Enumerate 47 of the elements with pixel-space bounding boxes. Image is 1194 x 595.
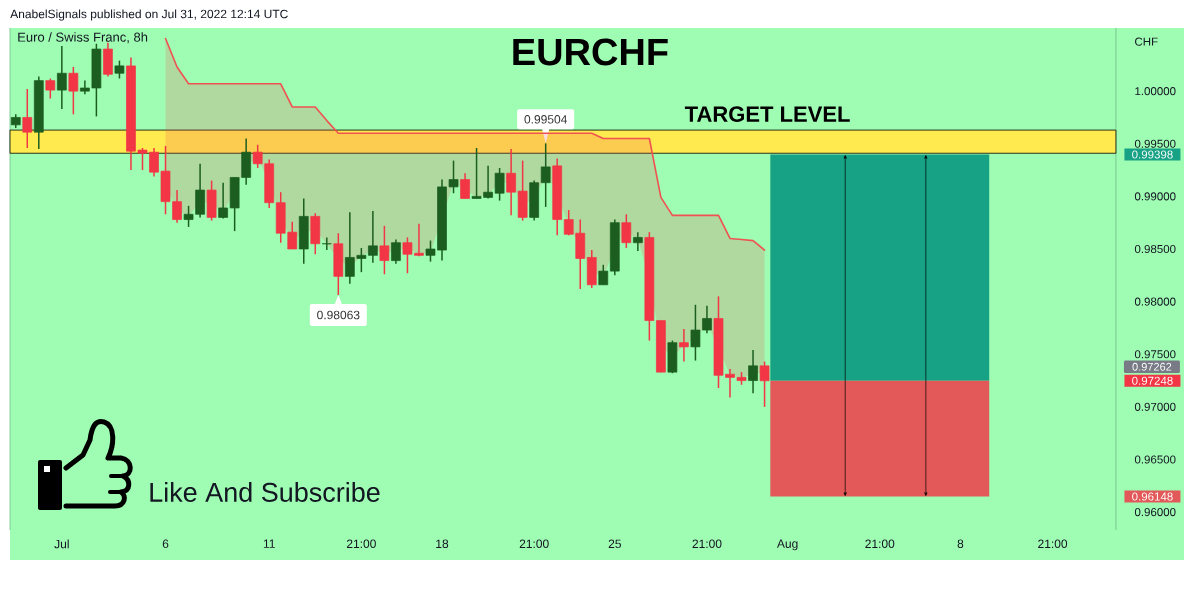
candlestick bbox=[748, 349, 758, 394]
x-tick-label: 25 bbox=[608, 539, 621, 549]
annotation: Like And Subscribe bbox=[150, 482, 380, 502]
x-tick-label: 11 bbox=[263, 539, 275, 548]
y-tick-label: 0.96500 bbox=[1134, 455, 1176, 464]
candlestick bbox=[379, 225, 390, 276]
x-tick-label: 8 bbox=[957, 539, 964, 549]
candlestick bbox=[598, 264, 609, 286]
candlestick bbox=[679, 328, 689, 363]
y-tick-label: 0.99000 bbox=[1134, 192, 1176, 201]
candlestick bbox=[68, 66, 79, 116]
y-tick-label: 0.97500 bbox=[1134, 350, 1176, 359]
y-tick-label: 0.99398 bbox=[1132, 150, 1173, 159]
candlestick bbox=[540, 142, 551, 208]
y-tick-label: 0.97248 bbox=[1132, 376, 1173, 385]
candlestick bbox=[45, 77, 56, 100]
y-tick-label: 0.98500 bbox=[1134, 244, 1176, 254]
x-tick-label: 21:00 bbox=[865, 539, 895, 549]
candlestick bbox=[460, 172, 470, 200]
candlestick bbox=[22, 88, 33, 149]
chart-title: EURCHF bbox=[513, 38, 668, 66]
y-axis-title: CHF bbox=[1135, 37, 1158, 46]
y-tick-label: 1.00000 bbox=[1135, 87, 1176, 96]
candlestick bbox=[391, 238, 401, 265]
band-label: TARGET LEVEL bbox=[684, 106, 850, 122]
y-tick-label: 0.98000 bbox=[1134, 297, 1176, 306]
x-tick-label: Jul bbox=[54, 539, 69, 549]
x-tick-label: Aug bbox=[776, 539, 798, 551]
x-tick-label: 18 bbox=[436, 539, 449, 549]
y-tick-label: 0.99500 bbox=[1134, 139, 1176, 148]
x-tick-label: 21:00 bbox=[692, 539, 722, 549]
candlestick bbox=[621, 213, 632, 249]
annotation: 0.99504 bbox=[524, 115, 568, 124]
y-tick-label: 0.96148 bbox=[1132, 492, 1173, 501]
candlestick bbox=[759, 360, 770, 408]
x-tick-label: 6 bbox=[162, 539, 169, 549]
text: AnabelSignals published on Jul 31, 2022 12:14 UTC bbox=[10, 9, 288, 21]
annotation: 0.98063 bbox=[317, 310, 360, 320]
y-tick-label: 0.97000 bbox=[1134, 402, 1176, 411]
candlestick bbox=[633, 231, 643, 252]
y-tick-label: 0.96000 bbox=[1134, 508, 1176, 517]
candlestick bbox=[57, 45, 67, 110]
chart-subtitle: Euro / Swiss Franc, 8h bbox=[18, 32, 148, 44]
text: 0.97262 bbox=[1132, 362, 1172, 371]
x-tick-label: 21:00 bbox=[519, 539, 549, 549]
x-tick-label: 21:00 bbox=[1038, 539, 1068, 549]
x-tick-label: 21:00 bbox=[346, 539, 376, 549]
